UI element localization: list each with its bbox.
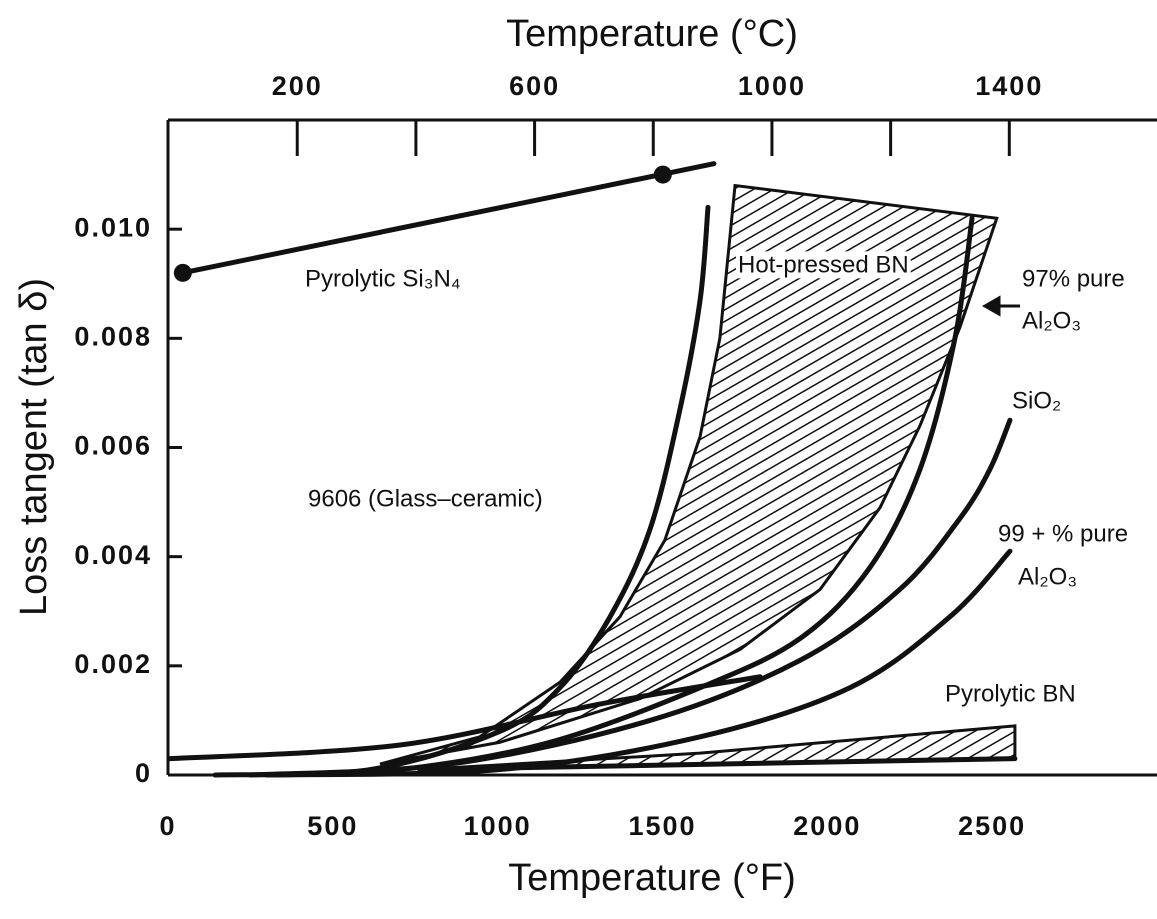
y-tick-label: 0.002 (74, 649, 152, 679)
annotation-background (943, 680, 1078, 708)
x2-tick-label: 1000 (738, 71, 806, 101)
point-marker (173, 263, 192, 282)
annotation: SiO₂ (1012, 387, 1061, 414)
annotation-background (736, 251, 911, 279)
y-axis-title: Loss tangent (tan δ) (13, 278, 55, 616)
y-tick-label: 0.004 (74, 540, 152, 570)
x-tick-label: 1000 (464, 811, 532, 841)
series-line (247, 417, 1013, 778)
y-tick-label: 0.006 (74, 431, 152, 461)
x-tick-label: 0 (159, 811, 176, 841)
arrow (981, 295, 1020, 317)
x2-axis-title: Temperature (°C) (506, 13, 798, 55)
hatched-area (379, 183, 999, 766)
annotation: Al₂O₃ (1022, 307, 1081, 334)
series-line (212, 204, 711, 778)
annotation-background (1016, 563, 1080, 591)
annotation: 99 + % pure (998, 520, 1128, 547)
series-line (180, 161, 717, 276)
x2-tick-label: 200 (272, 71, 323, 101)
annotation: Pyrolytic BN (945, 680, 1076, 707)
series-line (264, 548, 1013, 778)
annotation: 9606 (Glass–ceramic) (308, 485, 543, 512)
annotation: Hot-pressed BN (738, 251, 909, 278)
x-tick-label: 1500 (628, 811, 696, 841)
series-line (417, 756, 1018, 773)
annotation: Pyrolytic Si₃N₄ (305, 265, 461, 292)
annotation: Al₂O₃ (1018, 563, 1077, 590)
x-tick-label: 2500 (958, 811, 1026, 841)
y-tick-label: 0.008 (74, 321, 152, 351)
x-tick-label: 500 (307, 811, 358, 841)
x2-tick-label: 600 (509, 71, 560, 101)
series-line (167, 674, 763, 762)
y-tick-label: 0 (135, 758, 152, 788)
y-tick-label: 0.010 (74, 212, 152, 242)
annotation-background (996, 520, 1131, 548)
annotation-background (1020, 265, 1127, 293)
point-marker (653, 165, 672, 184)
annotation: 97% pure (1022, 265, 1125, 292)
annotation-background (1010, 387, 1064, 415)
x2-tick-label: 1400 (975, 71, 1043, 101)
annotation-background (1020, 307, 1084, 335)
x-axis-title: Temperature (°F) (508, 857, 796, 899)
x-tick-label: 2000 (793, 811, 861, 841)
